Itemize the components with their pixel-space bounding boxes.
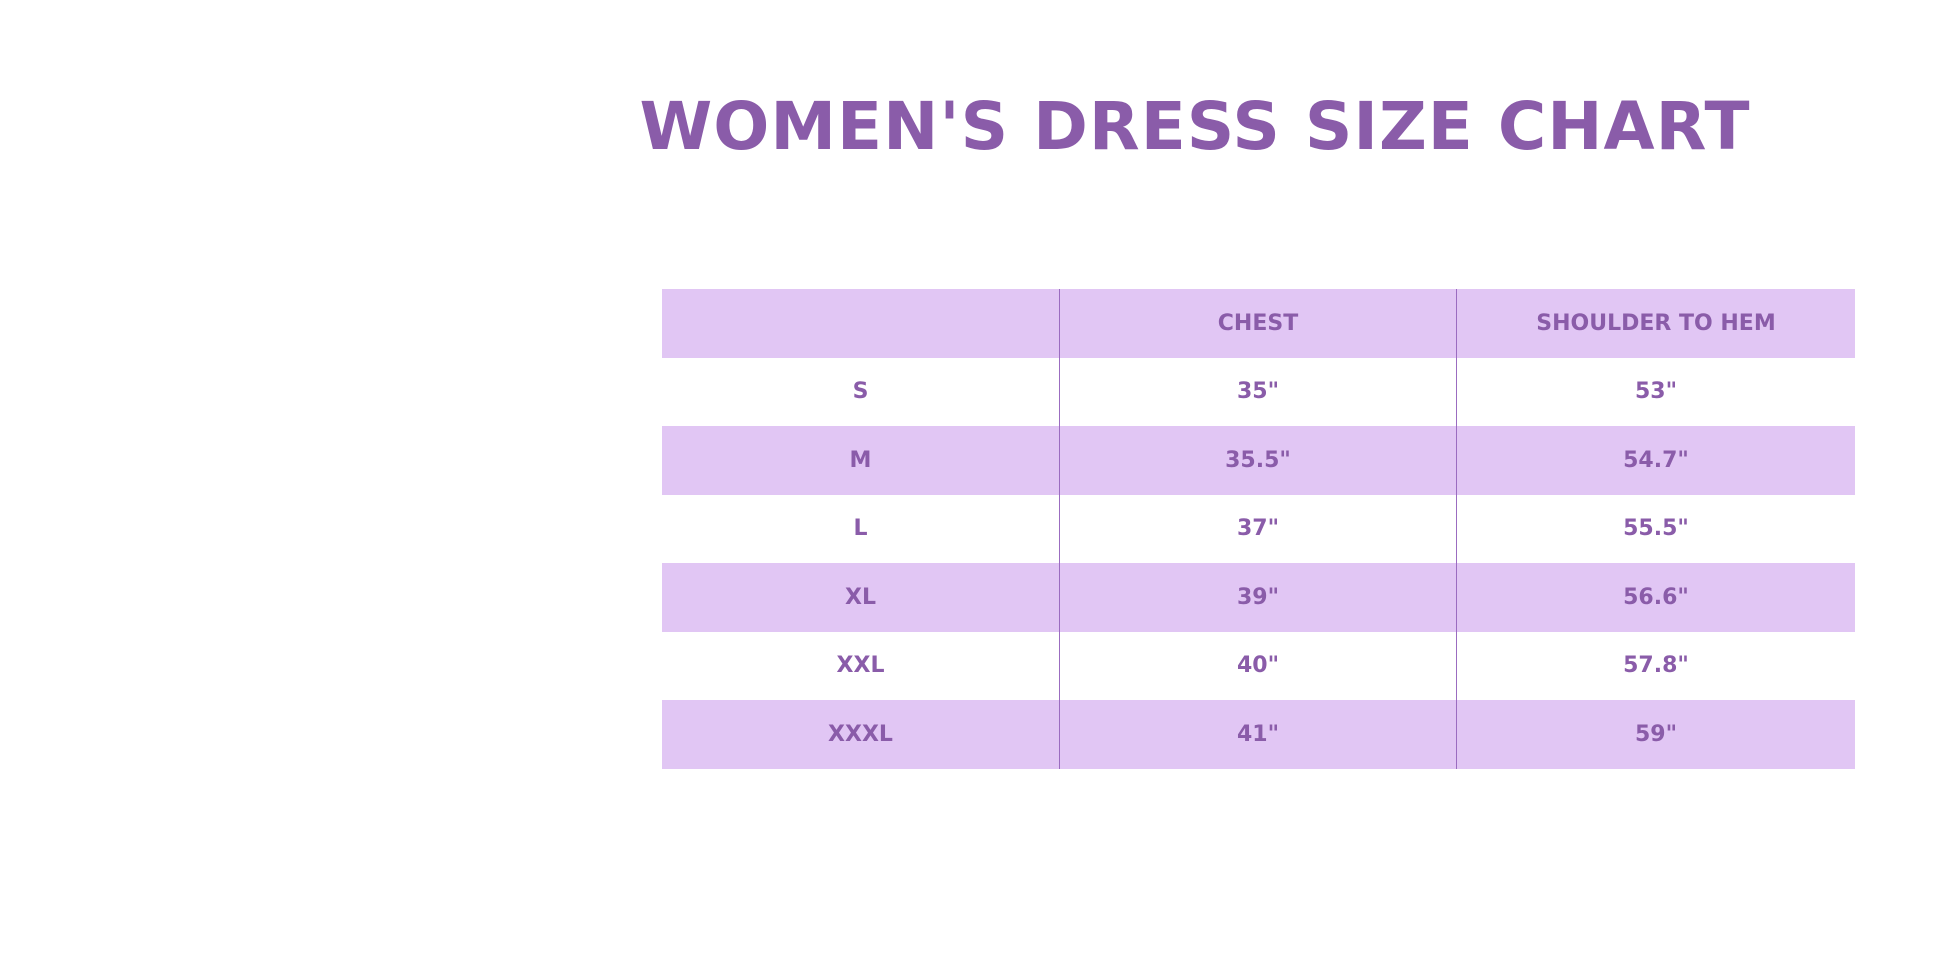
shoulder-to-hem-cell: 56.6"	[1623, 584, 1689, 610]
size-cell: S	[662, 357, 1060, 426]
shoulder-to-hem-cell: 57.8"	[1623, 653, 1689, 679]
chest-cell: 40"	[1060, 631, 1457, 700]
chest-cell: 35.5"	[1060, 426, 1457, 495]
size-cell: XL	[662, 563, 1060, 632]
table-row: S 35" 53"	[662, 357, 1855, 426]
shoulder-to-hem-cell: 55.5"	[1623, 516, 1689, 542]
header-size	[662, 289, 1060, 358]
table-row: L 37" 55.5"	[662, 494, 1855, 563]
size-cell: M	[662, 426, 1060, 495]
chest-cell: 39"	[1060, 563, 1457, 632]
table-row: XL 39" 56.6"	[662, 563, 1855, 632]
size-cell: XXXL	[662, 700, 1060, 769]
chest-cell: 35"	[1060, 357, 1457, 426]
table-header-row: CHEST SHOULDER TO HEM	[662, 289, 1855, 358]
header-shoulder-to-hem: SHOULDER TO HEM	[1536, 310, 1776, 336]
shoulder-to-hem-cell: 53"	[1634, 379, 1678, 405]
chest-cell: 37"	[1060, 494, 1457, 563]
table-row: M 35.5" 54.7"	[662, 426, 1855, 495]
table-row: XXXL 41" 59"	[662, 700, 1855, 769]
size-cell: XXL	[662, 631, 1060, 700]
page-title: WOMEN'S DRESS SIZE CHART	[639, 88, 1751, 165]
size-cell: L	[662, 494, 1060, 563]
size-table: CHEST SHOULDER TO HEM S 35" 53" M 35.5" …	[662, 289, 1855, 769]
header-chest: CHEST	[1060, 289, 1457, 358]
shoulder-to-hem-cell: 54.7"	[1623, 447, 1689, 473]
table-row: XXL 40" 57.8"	[662, 631, 1855, 700]
shoulder-to-hem-cell: 59"	[1634, 721, 1678, 747]
chest-cell: 41"	[1060, 700, 1457, 769]
